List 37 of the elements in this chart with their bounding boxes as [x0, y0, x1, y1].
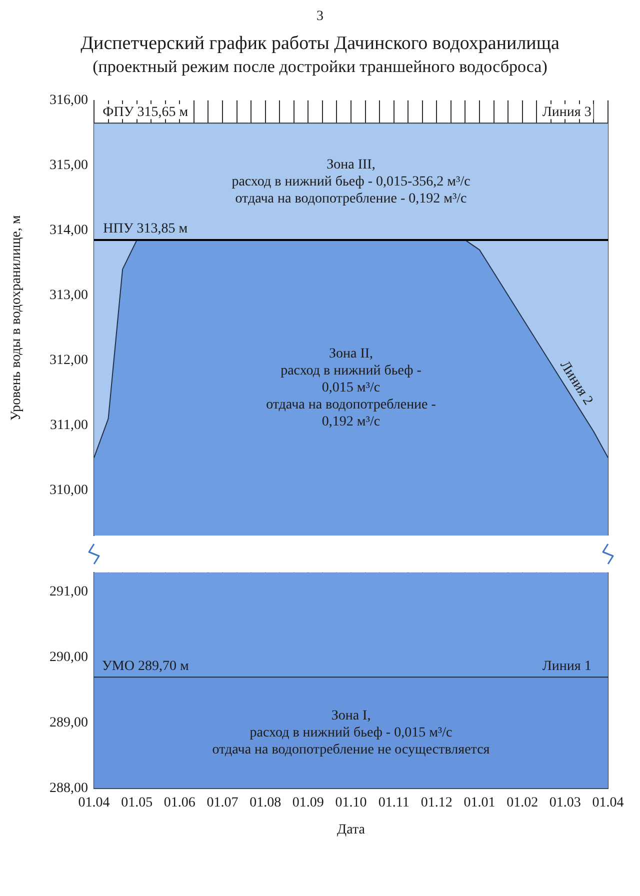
y-tick-label: 289,00 — [50, 716, 88, 731]
y-tick-label: 315,00 — [50, 158, 88, 174]
series-label: Линия 1 — [542, 658, 592, 674]
y-tick-label: 290,00 — [50, 650, 88, 666]
y-tick-label: 310,00 — [50, 482, 88, 498]
y-tick-label: 316,00 — [50, 93, 88, 108]
x-tick-label: 01.06 — [164, 795, 196, 810]
x-tick-label: 01.11 — [378, 795, 410, 810]
x-tick-label: 01.01 — [464, 795, 496, 810]
x-tick-label: 01.03 — [549, 795, 581, 810]
y-tick-label: 288,00 — [50, 781, 88, 796]
y-tick-label: 311,00 — [50, 418, 88, 433]
y-tick-label: 312,00 — [50, 352, 88, 368]
x-axis-title: Дата — [337, 822, 366, 838]
x-tick-label: 01.09 — [292, 795, 324, 810]
x-tick-label: 01.05 — [121, 795, 153, 810]
chart-title: Диспетчерский график работы Дачинского водохранилища — [80, 32, 560, 56]
text: 3 — [316, 8, 324, 26]
annotation: Зона II, расход в нижний бьеф - 0,015 м³/с отдача на водопотребление - 0,192 м³/с — [266, 346, 436, 430]
y-tick-label: 313,00 — [50, 288, 88, 303]
y-tick-label: 314,00 — [50, 222, 88, 238]
annotation: УМО 289,70 м — [102, 658, 189, 674]
annotation: Зона III, расход в нижний бьеф - 0,015-356,2 м³/с отдача на водопотребление - 0,192 м³/с — [232, 157, 470, 206]
x-tick-label: 01.12 — [420, 795, 452, 810]
x-tick-label: 01.07 — [206, 795, 238, 810]
x-tick-label: 01.04 — [592, 795, 624, 810]
annotation: Зона I, расход в нижний бьеф - 0,015 м³/с отдача на водопотребление не осуществляется — [212, 708, 490, 758]
ref-line-label: НПУ 313,85 м — [103, 222, 188, 237]
x-tick-label: 01.08 — [250, 795, 282, 810]
chart-subtitle: (проектный режим после достройки траншейного водосброса) — [92, 56, 548, 78]
series-label: Линия 3 — [542, 104, 592, 120]
y-tick-label: 291,00 — [50, 584, 88, 600]
x-tick-label: 01.10 — [335, 795, 367, 810]
x-tick-label: 01.02 — [506, 795, 538, 810]
y-axis-title: Уровень воды в водохранилище, м — [9, 215, 24, 421]
annotation: ФПУ 315,65 м — [102, 104, 188, 120]
x-tick-label: 01.04 — [78, 795, 110, 810]
